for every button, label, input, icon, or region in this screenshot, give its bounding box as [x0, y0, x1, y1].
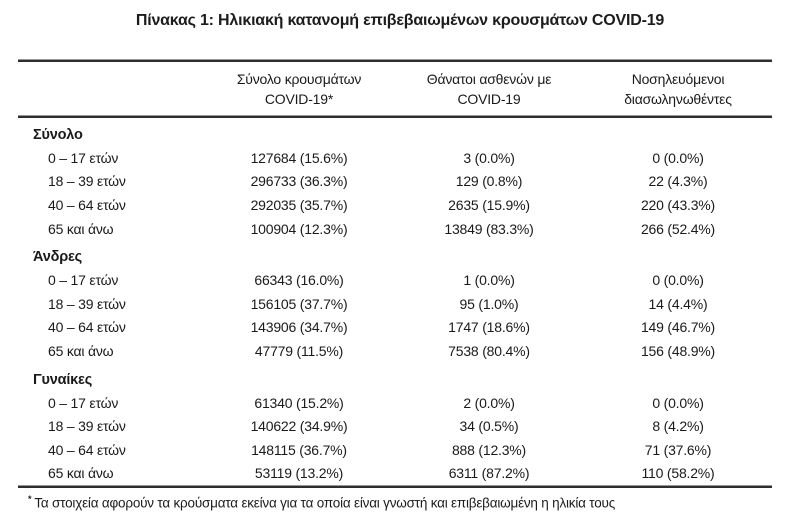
table-row: 0 – 17 ετών 66343 (16.0%) 1 (0.0%) 0 (0.0%): [18, 268, 772, 292]
column-header-empty: [18, 69, 204, 109]
deaths-cell: 95 (1.0%): [459, 295, 519, 312]
table-row: 0 – 17 ετών 61340 (15.2%) 2 (0.0%) 0 (0.0%): [18, 391, 772, 415]
cases-cell: 127684 (15.6%): [250, 149, 348, 166]
cases-cell: 296733 (36.3%): [250, 173, 348, 190]
column-header-deaths-line1: Θάνατοι ασθενών με: [426, 71, 552, 87]
cases-cell: 143906 (34.7%): [250, 319, 348, 336]
row-label: 18 – 39 ετών: [48, 418, 126, 435]
table-title: Πίνακας 1: Ηλικιακή κατανομή επιβεβαιωμέ…: [135, 12, 665, 29]
cases-cell: 100904 (12.3%): [250, 220, 348, 237]
table-row: 65 και άνω 100904 (12.3%) 13849 (83.3%) 266…: [18, 217, 772, 241]
intubated-cell: 22 (4.3%): [648, 173, 708, 190]
intubated-cell: 8 (4.2%): [652, 418, 704, 435]
cases-cell: 53119 (13.2%): [254, 465, 344, 482]
cases-cell: 148115 (36.7%): [251, 441, 347, 458]
row-label: 0 – 17 ετών: [48, 149, 119, 166]
section-name: Άνδρες: [33, 249, 82, 266]
cases-cell: 292035 (35.7%): [250, 196, 348, 213]
deaths-cell: 2 (0.0%): [463, 394, 515, 411]
cases-cell: 156105 (37.7%): [250, 295, 348, 312]
intubated-cell: 0 (0.0%): [652, 149, 704, 166]
deaths-cell: 13849 (83.3%): [444, 220, 534, 237]
deaths-cell: 888 (12.3%): [451, 441, 527, 458]
row-label: 40 – 64 ετών: [48, 319, 126, 336]
table-row: 65 και άνω 47779 (11.5%) 7538 (80.4%) 156 (…: [18, 339, 772, 363]
table-row: 0 – 17 ετών 127684 (15.6%) 3 (0.0%) 0 (0.0%…: [18, 146, 772, 170]
intubated-cell: 149 (46.7%): [640, 319, 716, 336]
cases-cell: 61340 (15.2%): [254, 394, 344, 411]
cases-cell: 66343 (16.0%): [254, 272, 344, 289]
age-distribution-table: Σύνολο κρουσμάτων COVID-19* Θάνατοι ασθε…: [18, 59, 772, 511]
intubated-cell: 156 (48.9%): [640, 342, 716, 359]
section-row: Γυναίκες: [18, 363, 772, 391]
deaths-cell: 1 (0.0%): [463, 272, 515, 289]
deaths-cell: 129 (0.8%): [455, 173, 523, 190]
header-rule: [18, 115, 772, 118]
intubated-cell: 14 (4.4%): [648, 295, 708, 312]
top-rule: [18, 59, 772, 62]
table-row: 40 – 64 ετών 143906 (34.7%) 1747 (18.6%) 14…: [18, 316, 772, 340]
cases-cell: 47779 (11.5%): [254, 342, 344, 359]
deaths-cell: 3 (0.0%): [463, 149, 515, 166]
table-row: 40 – 64 ετών 148115 (36.7%) 888 (12.3%) 71 …: [18, 438, 772, 462]
row-label: 65 και άνω: [48, 220, 114, 237]
intubated-cell: 110 (58.2%): [641, 465, 715, 482]
section-row: Σύνολο: [18, 118, 772, 146]
footnote-text: Τα στοιχεία αφορούν τα κρούσματα εκείνα …: [34, 495, 616, 511]
section-name: Γυναίκες: [33, 371, 93, 388]
row-label: 40 – 64 ετών: [48, 441, 126, 458]
row-label: 0 – 17 ετών: [48, 272, 119, 289]
table-body: Σύνολο 0 – 17 ετών 127684 (15.6%) 3 (0.0%) 0…: [18, 118, 772, 485]
table-header-row: Σύνολο κρουσμάτων COVID-19* Θάνατοι ασθε…: [18, 62, 772, 115]
row-label: 0 – 17 ετών: [48, 394, 119, 411]
intubated-cell: 0 (0.0%): [652, 272, 704, 289]
deaths-cell: 1747 (18.6%): [448, 319, 530, 336]
section-name: Σύνολο: [33, 127, 83, 143]
table-row: 18 – 39 ετών 156105 (37.7%) 95 (1.0%) 14 (4…: [18, 292, 772, 316]
column-header-intubated: Νοσηλευόμενοι διασωληνωθέντες: [584, 69, 772, 109]
column-header-deaths: Θάνατοι ασθενών με COVID-19: [394, 69, 584, 109]
column-header-cases: Σύνολο κρουσμάτων COVID-19*: [204, 69, 394, 109]
section-row: Άνδρες: [18, 240, 772, 268]
table-row: 18 – 39 ετών 140622 (34.9%) 34 (0.5%) 8 (4.…: [18, 414, 772, 438]
column-header-deaths-line2: COVID-19: [457, 91, 521, 107]
column-header-cases-line1: Σύνολο κρουσμάτων: [236, 71, 362, 87]
intubated-cell: 220 (43.3%): [640, 196, 716, 213]
cases-cell: 140622 (34.9%): [250, 418, 348, 435]
deaths-cell: 34 (0.5%): [459, 418, 519, 435]
row-label: 65 και άνω: [48, 465, 114, 482]
table-row: 40 – 64 ετών 292035 (35.7%) 2635 (15.9%) 22…: [18, 193, 772, 217]
column-header-intubated-line1: Νοσηλευόμενοι: [631, 71, 725, 87]
intubated-cell: 266 (52.4%): [640, 220, 716, 237]
intubated-cell: 71 (37.6%): [644, 441, 712, 458]
row-label: 18 – 39 ετών: [48, 173, 126, 190]
table-row: 18 – 39 ετών 296733 (36.3%) 129 (0.8%) 22 (…: [18, 170, 772, 194]
bottom-rule: [18, 485, 772, 489]
footnote: * Τα στοιχεία αφορούν τα κρούσματα εκείνα…: [18, 494, 772, 511]
deaths-cell: 6311 (87.2%): [448, 465, 530, 482]
table-row: 65 και άνω 53119 (13.2%) 6311 (87.2%) 110 (…: [18, 462, 772, 486]
column-header-cases-line2: COVID-19*: [264, 91, 334, 107]
footnote-marker: *: [28, 494, 32, 505]
deaths-cell: 2635 (15.9%): [448, 196, 530, 213]
deaths-cell: 7538 (80.4%): [448, 342, 530, 359]
row-label: 40 – 64 ετών: [48, 196, 126, 213]
row-label: 65 και άνω: [48, 342, 114, 359]
row-label: 18 – 39 ετών: [48, 295, 126, 312]
column-header-intubated-line2: διασωληνωθέντες: [624, 91, 732, 107]
intubated-cell: 0 (0.0%): [652, 394, 704, 411]
